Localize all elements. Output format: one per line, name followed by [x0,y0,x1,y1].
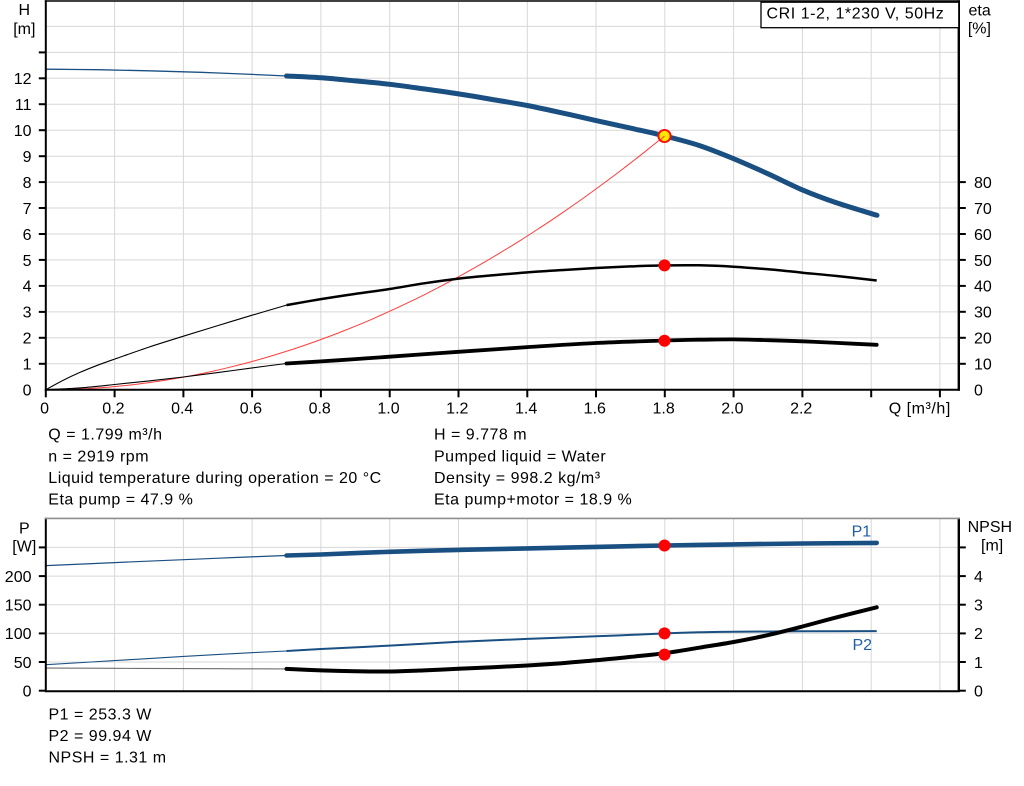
svg-text:150: 150 [5,598,32,615]
svg-text:H = 9.778 m: H = 9.778 m [434,427,527,444]
svg-text:1.8: 1.8 [652,401,674,418]
svg-text:30: 30 [974,305,992,322]
svg-text:Q = 1.799 m³/h: Q = 1.799 m³/h [48,427,162,444]
svg-text:Liquid temperature during oper: Liquid temperature during operation = 20… [48,470,381,487]
svg-text:0: 0 [23,383,32,400]
svg-text:11: 11 [15,97,32,114]
svg-text:[W]: [W] [12,539,36,556]
svg-text:0.8: 0.8 [309,401,331,418]
svg-text:eta: eta [968,3,990,20]
svg-text:50: 50 [974,253,992,270]
svg-text:NPSH = 1.31 m: NPSH = 1.31 m [49,749,167,766]
svg-text:2.0: 2.0 [721,401,743,418]
svg-text:20: 20 [974,331,992,348]
svg-text:n = 2919 rpm: n = 2919 rpm [48,448,149,465]
svg-text:6: 6 [23,227,32,244]
svg-text:2.2: 2.2 [790,401,812,418]
svg-text:12: 12 [14,71,32,88]
svg-text:1.4: 1.4 [515,401,537,418]
svg-text:5: 5 [23,253,32,270]
svg-text:[%]: [%] [968,20,991,37]
svg-text:Q [m³/h]: Q [m³/h] [889,401,951,418]
svg-text:P2: P2 [853,637,873,654]
svg-text:[m]: [m] [981,538,1003,555]
svg-text:70: 70 [974,201,992,218]
svg-text:Density = 998.2 kg/m³: Density = 998.2 kg/m³ [434,470,601,487]
svg-text:4: 4 [974,569,983,586]
svg-text:2: 2 [23,331,32,348]
svg-text:1.6: 1.6 [584,401,606,418]
svg-text:1: 1 [23,357,32,374]
svg-text:0: 0 [974,383,983,400]
svg-text:2: 2 [974,626,983,643]
svg-text:Pumped liquid = Water: Pumped liquid = Water [434,448,606,465]
svg-text:Eta pump+motor = 18.9 %: Eta pump+motor = 18.9 % [434,492,632,509]
svg-text:50: 50 [14,655,32,672]
svg-text:P1 = 253.3 W: P1 = 253.3 W [49,707,153,724]
svg-text:CRI 1-2, 1*230 V, 50Hz: CRI 1-2, 1*230 V, 50Hz [767,6,945,23]
svg-text:1: 1 [974,655,983,672]
svg-text:8: 8 [23,175,32,192]
svg-text:100: 100 [5,626,32,643]
svg-text:P1: P1 [852,523,872,540]
svg-text:200: 200 [5,569,32,586]
svg-text:0.2: 0.2 [102,401,124,418]
svg-text:7: 7 [23,201,32,218]
svg-text:P: P [19,521,30,538]
svg-text:80: 80 [974,175,992,192]
svg-text:[m]: [m] [13,21,35,38]
svg-text:0: 0 [23,684,32,701]
svg-text:60: 60 [974,227,992,244]
svg-text:1.2: 1.2 [446,401,468,418]
svg-text:3: 3 [974,598,983,615]
svg-text:4: 4 [23,279,32,296]
svg-text:9: 9 [23,149,32,166]
svg-text:40: 40 [974,279,992,296]
svg-text:NPSH: NPSH [968,519,1012,536]
svg-text:3: 3 [23,305,32,322]
svg-text:1.0: 1.0 [377,401,399,418]
svg-text:0: 0 [40,401,49,418]
svg-text:10: 10 [14,123,32,140]
svg-text:10: 10 [974,357,992,374]
svg-text:0.6: 0.6 [240,401,262,418]
svg-text:0.4: 0.4 [171,401,193,418]
svg-text:Eta pump = 47.9 %: Eta pump = 47.9 % [48,492,193,509]
svg-text:H: H [19,2,31,19]
svg-text:0: 0 [974,684,983,701]
svg-text:P2 = 99.94 W: P2 = 99.94 W [49,728,153,745]
